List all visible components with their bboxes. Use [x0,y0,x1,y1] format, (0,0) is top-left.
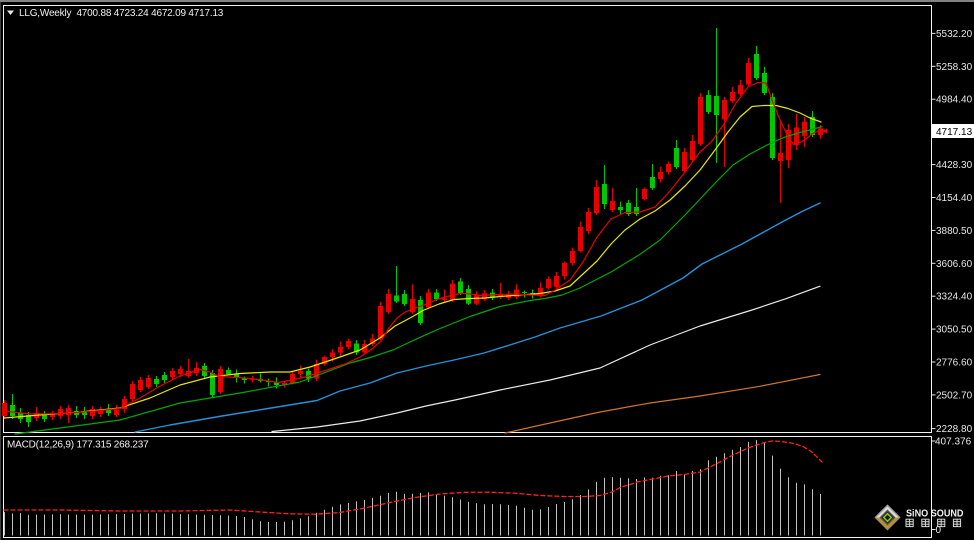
svg-text:2502.70: 2502.70 [936,390,973,401]
svg-text:SiNO SOUND: SiNO SOUND [906,508,964,520]
svg-text:LLG,Weekly 4700.88 4723.24 46: LLG,Weekly 4700.88 4723.24 4672.09 4717.… [19,8,224,19]
svg-text:MACD(12,26,9) 177.315 268.237: MACD(12,26,9) 177.315 268.237 [7,440,149,451]
svg-text:2776.60: 2776.60 [936,358,973,369]
svg-text:4984.40: 4984.40 [936,95,973,106]
svg-text:3050.50: 3050.50 [936,325,973,336]
svg-text:4717.13: 4717.13 [936,127,973,138]
svg-text:3606.60: 3606.60 [936,259,973,270]
svg-text:3324.40: 3324.40 [936,292,973,303]
svg-text:0: 0 [936,525,942,536]
svg-text:4428.30: 4428.30 [936,160,973,171]
svg-text:2228.80: 2228.80 [936,424,973,435]
svg-text:5258.30: 5258.30 [936,62,973,73]
svg-text:4154.40: 4154.40 [936,193,973,204]
svg-text:5532.20: 5532.20 [936,29,973,40]
svg-text:3880.50: 3880.50 [936,226,973,237]
svg-text:407.376: 407.376 [935,437,972,448]
